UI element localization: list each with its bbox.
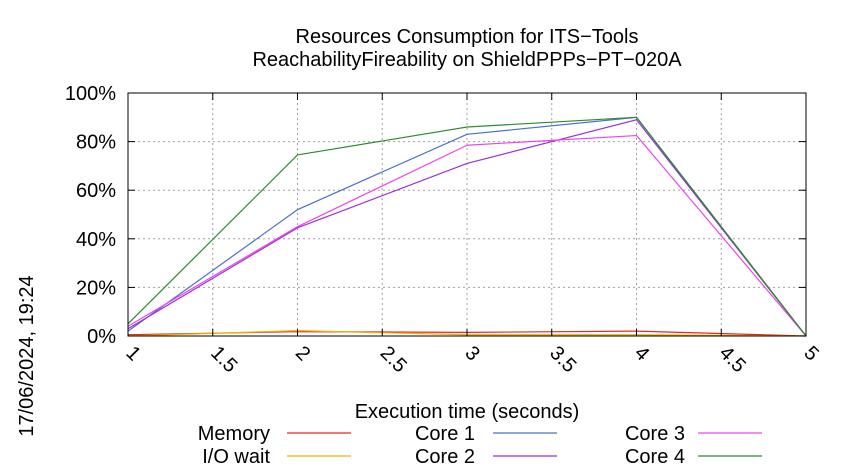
legend-label-core-2: Core 2 <box>415 446 475 468</box>
y-tick-label: 40% <box>76 229 116 251</box>
y-axis: 0% 20% 40% 60% 80% 100% <box>65 83 806 348</box>
series-layer <box>127 116 807 337</box>
series-line-core-3 <box>127 134 807 337</box>
chart-subtitle: ReachabilityFireability on ShieldPPPs−PT… <box>252 49 682 71</box>
y-tick-label: 80% <box>76 132 116 154</box>
y-tick-label: 0% <box>87 326 116 348</box>
y-tick-label: 20% <box>76 277 116 299</box>
x-axis-label: Execution time (seconds) <box>355 401 580 423</box>
legend-label-core-1: Core 1 <box>415 423 475 445</box>
y-tick-label: 60% <box>76 180 116 202</box>
chart-title: Resources Consumption for ITS−Tools <box>296 26 639 48</box>
legend-label-memory: Memory <box>198 423 270 445</box>
legend-label-core-4: Core 4 <box>625 446 685 468</box>
legend-label-i-o-wait: I/O wait <box>202 446 270 468</box>
timestamp-label: 17/06/2024, 19:24 <box>16 275 38 436</box>
series-line-core-4 <box>127 116 807 337</box>
series-line-core-2 <box>127 119 807 337</box>
y-tick-label: 100% <box>65 83 116 105</box>
legend-label-core-3: Core 3 <box>625 423 685 445</box>
